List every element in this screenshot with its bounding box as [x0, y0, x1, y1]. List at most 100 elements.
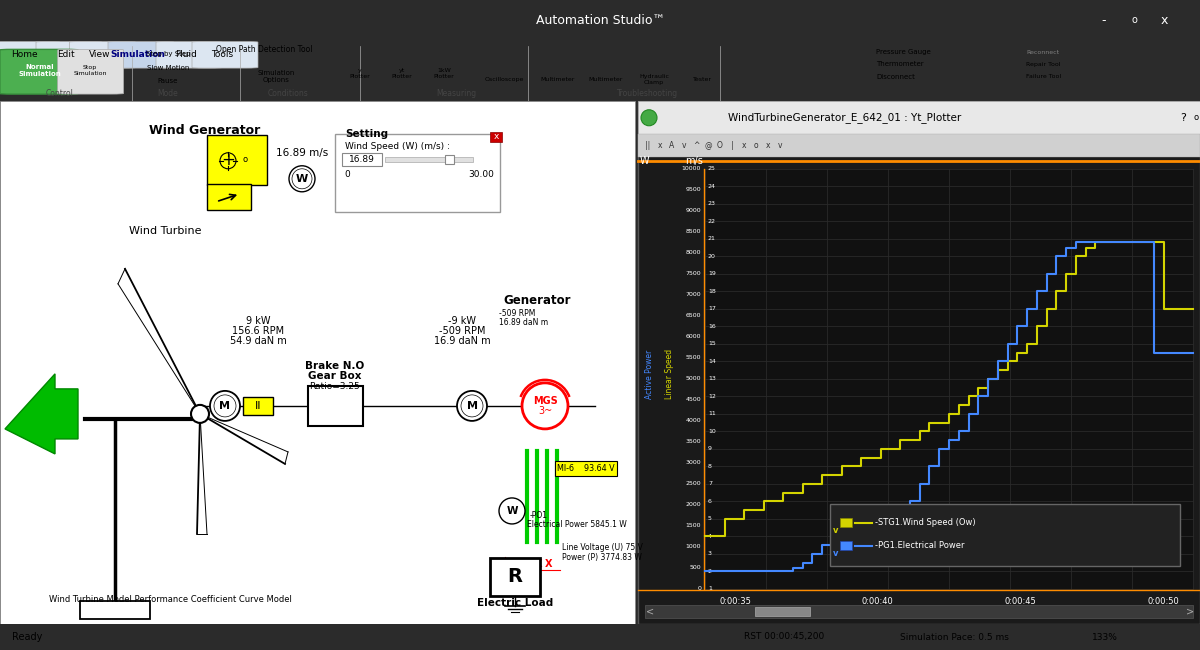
Text: x: x	[766, 141, 770, 150]
Text: 3500: 3500	[685, 439, 701, 445]
Text: View: View	[89, 50, 110, 59]
Circle shape	[210, 391, 240, 421]
Text: 1: 1	[708, 586, 712, 592]
Text: Electric Load: Electric Load	[476, 598, 553, 608]
Text: WindTurbineGenerator_E_642_01 : Yt_Plotter: WindTurbineGenerator_E_642_01 : Yt_Plott…	[728, 112, 961, 124]
Text: 9000: 9000	[685, 208, 701, 213]
FancyBboxPatch shape	[108, 42, 174, 68]
Text: Ready: Ready	[12, 632, 42, 642]
FancyBboxPatch shape	[192, 42, 258, 68]
Text: 11: 11	[708, 411, 715, 417]
Text: Control: Control	[46, 89, 74, 98]
Polygon shape	[197, 414, 208, 534]
Bar	[342, 153, 382, 166]
Text: 8500: 8500	[685, 229, 701, 234]
Bar	[554, 461, 617, 476]
Text: ||: ||	[646, 141, 650, 150]
Polygon shape	[5, 374, 78, 454]
Bar	[830, 504, 1180, 566]
Text: Failure Tool: Failure Tool	[1026, 74, 1061, 79]
Text: W: W	[506, 506, 517, 516]
Polygon shape	[118, 269, 200, 414]
Text: 54.9 daN m: 54.9 daN m	[229, 336, 287, 346]
Text: 22: 22	[708, 219, 716, 224]
Text: Reconnect: Reconnect	[1026, 50, 1060, 55]
Text: Linear Speed: Linear Speed	[666, 349, 674, 399]
Text: 21: 21	[708, 237, 716, 241]
Text: Line Voltage (U) 75 V: Line Voltage (U) 75 V	[562, 543, 643, 552]
Bar	[840, 541, 852, 550]
Text: 16.89 daN m: 16.89 daN m	[499, 318, 548, 327]
Text: v: v	[778, 141, 782, 150]
Text: 30.00: 30.00	[468, 170, 494, 179]
Polygon shape	[200, 414, 288, 464]
Text: Simulation
Options: Simulation Options	[257, 70, 295, 83]
Text: 500: 500	[689, 566, 701, 571]
Text: x: x	[493, 132, 499, 141]
Text: yt
Plotter: yt Plotter	[391, 68, 413, 79]
Text: Power (P) 3774.83 W: Power (P) 3774.83 W	[562, 553, 642, 562]
Text: 7: 7	[708, 482, 712, 486]
Text: 2000: 2000	[685, 502, 701, 508]
Text: 16.89 m/s: 16.89 m/s	[276, 148, 328, 158]
Text: x: x	[1160, 14, 1168, 27]
Text: |: |	[731, 141, 733, 150]
Text: 10000: 10000	[682, 166, 701, 172]
Text: Disconnect: Disconnect	[876, 73, 914, 79]
Bar	[80, 601, 150, 619]
Text: o: o	[242, 155, 247, 164]
Text: -PG1.Electrical Power: -PG1.Electrical Power	[875, 541, 965, 551]
Text: Slow Motion: Slow Motion	[146, 64, 190, 70]
Text: 24: 24	[708, 184, 716, 188]
Text: v: v	[833, 549, 839, 558]
Text: 2500: 2500	[685, 482, 701, 486]
Bar	[638, 101, 1200, 134]
Text: @: @	[704, 141, 712, 150]
Text: Edit: Edit	[58, 50, 74, 59]
Text: Repair Tool: Repair Tool	[1026, 62, 1061, 67]
Text: +: +	[221, 151, 235, 169]
Text: Wind Turbine Model Performance Coefficient Curve Model: Wind Turbine Model Performance Coefficie…	[48, 595, 292, 604]
Text: Conditions: Conditions	[268, 89, 308, 98]
Text: Hydraulic
Clamp: Hydraulic Clamp	[640, 74, 670, 85]
Text: 9: 9	[708, 447, 712, 451]
Text: Active Power: Active Power	[646, 349, 654, 398]
Text: Generator: Generator	[503, 294, 571, 307]
FancyBboxPatch shape	[208, 135, 266, 185]
Text: Mode: Mode	[157, 89, 179, 98]
Text: Multimeter: Multimeter	[589, 77, 623, 82]
Text: O: O	[718, 141, 722, 150]
Bar	[638, 134, 1200, 157]
FancyBboxPatch shape	[36, 42, 102, 68]
Text: 16: 16	[708, 324, 715, 329]
Text: -509 RPM: -509 RPM	[439, 326, 485, 336]
Text: 25: 25	[708, 166, 716, 172]
Circle shape	[191, 405, 209, 423]
Text: R: R	[508, 567, 522, 586]
Text: Measuring: Measuring	[436, 89, 476, 98]
Text: M: M	[220, 401, 230, 411]
Text: W: W	[296, 174, 308, 184]
Text: x: x	[742, 141, 746, 150]
Text: Setting: Setting	[346, 129, 388, 138]
Text: Stop
Simulation: Stop Simulation	[73, 65, 107, 76]
Text: A: A	[670, 141, 674, 150]
Text: 5000: 5000	[685, 376, 701, 382]
Text: 0:00:45: 0:00:45	[1004, 597, 1037, 606]
Bar	[385, 157, 473, 162]
FancyBboxPatch shape	[156, 42, 222, 68]
Text: W: W	[640, 156, 649, 166]
Text: 14: 14	[708, 359, 716, 364]
Circle shape	[641, 110, 658, 125]
Text: 5: 5	[708, 517, 712, 521]
Text: 3~: 3~	[538, 406, 552, 416]
Bar	[490, 132, 502, 142]
Text: 7500: 7500	[685, 271, 701, 276]
FancyBboxPatch shape	[0, 49, 78, 94]
Bar	[0, 101, 635, 624]
Text: 4500: 4500	[685, 397, 701, 402]
Text: v: v	[833, 526, 839, 536]
Text: 3000: 3000	[685, 460, 701, 465]
Text: 4: 4	[708, 534, 712, 539]
Text: II: II	[254, 401, 262, 411]
